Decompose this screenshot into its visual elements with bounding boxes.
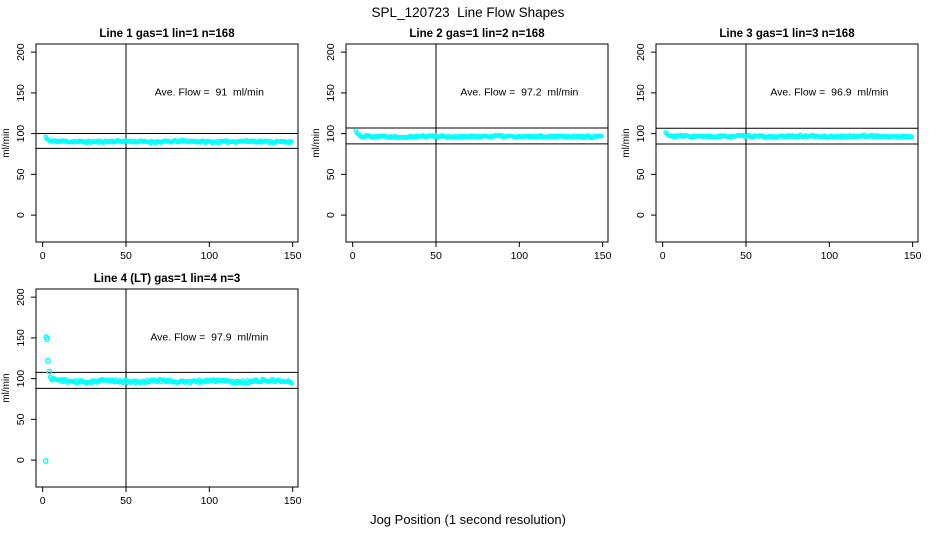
y-tick-label: 0	[15, 457, 27, 463]
y-tick-label: 50	[325, 168, 337, 180]
y-tick-label: 200	[15, 43, 27, 61]
scatter-points	[42, 334, 294, 464]
y-tick-label: 0	[15, 212, 27, 218]
panel-title: Line 3 gas=1 lin=3 n=168	[719, 28, 855, 40]
panel-line-2: 0 50 100 150 0 50 100 150 200 ml/min Line 2 gas=1 …	[311, 28, 612, 262]
y-tick-label: 0	[635, 212, 647, 218]
x-tick-label: 0	[40, 250, 46, 262]
x-tick-label: 150	[904, 250, 922, 262]
panel-line-1: 0 50 100 150 0 50 100 150 200 ml/min Line 1 gas=1 …	[1, 28, 302, 262]
y-tick-label: 200	[325, 43, 337, 61]
x-tick-label: 0	[40, 495, 46, 507]
y-tick-label: 150	[15, 84, 27, 102]
y-tick-label: 50	[15, 168, 27, 180]
y-tick-label: 100	[325, 125, 337, 143]
ave-flow-annotation: Ave. Flow = 97.2 ml/min	[460, 86, 578, 98]
y-axis-label: ml/min	[621, 128, 632, 157]
x-tick-label: 150	[594, 250, 612, 262]
y-tick-label: 0	[325, 212, 337, 218]
x-tick-label: 150	[284, 250, 302, 262]
y-tick-label: 150	[635, 84, 647, 102]
y-tick-label: 200	[635, 43, 647, 61]
x-tick-label: 100	[201, 495, 219, 507]
plot-box	[345, 43, 609, 243]
y-tick-label: 150	[15, 329, 27, 347]
page-title: SPL_120723 Line Flow Shapes	[371, 5, 565, 20]
x-tick-label: 50	[740, 250, 752, 262]
scatter-points	[353, 128, 604, 141]
ave-flow-annotation: Ave. Flow = 96.9 ml/min	[770, 86, 888, 98]
y-tick-label: 200	[15, 288, 27, 306]
y-tick-label: 100	[15, 125, 27, 143]
plot-box	[655, 43, 919, 243]
y-tick-label: 100	[15, 370, 27, 388]
y-axis-label: ml/min	[311, 128, 322, 157]
y-tick-label: 50	[635, 168, 647, 180]
ave-flow-annotation: Ave. Flow = 91 ml/min	[155, 86, 264, 98]
x-tick-label: 100	[201, 250, 219, 262]
x-tick-label: 50	[430, 250, 442, 262]
panel-title: Line 4 (LT) gas=1 lin=4 n=3	[94, 273, 240, 285]
x-tick-label: 50	[120, 250, 132, 262]
x-tick-label: 50	[120, 495, 132, 507]
y-tick-label: 150	[325, 84, 337, 102]
panel-title: Line 1 gas=1 lin=1 n=168	[99, 28, 235, 40]
y-axis-label: ml/min	[1, 373, 12, 402]
panel-title: Line 2 gas=1 lin=2 n=168	[409, 28, 545, 40]
y-tick-label: 50	[15, 413, 27, 425]
scatter-points	[43, 134, 294, 146]
x-tick-label: 150	[284, 495, 302, 507]
plot-box	[35, 43, 299, 243]
x-tick-label: 0	[350, 250, 356, 262]
x-tick-label: 100	[511, 250, 529, 262]
x-tick-label: 100	[821, 250, 839, 262]
panel-line-4: 0 50 100 150 0 50 100 150 200 ml/min Line 4 (LT) g…	[1, 273, 302, 507]
plot-box	[35, 288, 299, 488]
x-tick-label: 0	[660, 250, 666, 262]
y-axis-label: ml/min	[1, 128, 12, 157]
panel-line-3: 0 50 100 150 0 50 100 150 200 ml/min Line 3 gas=1 …	[621, 28, 922, 262]
scatter-points	[663, 130, 914, 141]
y-tick-label: 100	[635, 125, 647, 143]
ave-flow-annotation: Ave. Flow = 97.9 ml/min	[150, 331, 268, 343]
x-axis-label: Jog Position (1 second resolution)	[370, 512, 566, 527]
